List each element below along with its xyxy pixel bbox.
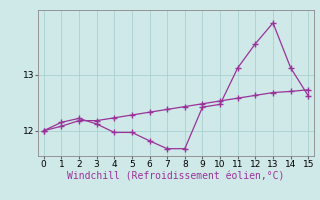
X-axis label: Windchill (Refroidissement éolien,°C): Windchill (Refroidissement éolien,°C): [67, 172, 285, 182]
